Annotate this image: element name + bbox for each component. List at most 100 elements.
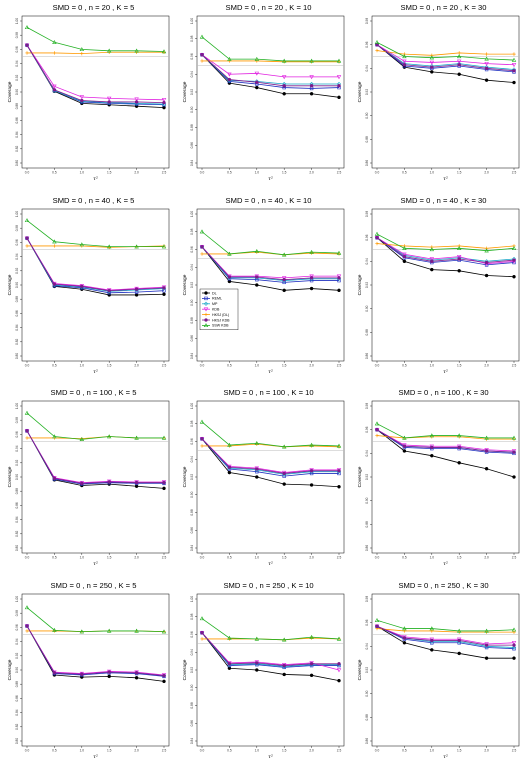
point-kdb	[336, 75, 342, 80]
x-tick-label: 2.5	[162, 171, 167, 175]
series-line-ssw-kdb	[376, 423, 514, 439]
point-hksj-kdb	[227, 275, 232, 279]
point-ssw-kdb	[106, 244, 112, 249]
point-ssw-kdb	[24, 410, 30, 415]
x-tick-label: 2.0	[309, 749, 314, 753]
point-hksj-kdb	[512, 68, 516, 73]
point-kdb	[79, 95, 85, 100]
point-kdb	[134, 97, 139, 102]
y-tick-label: 0.98	[190, 420, 194, 426]
point-dl	[512, 274, 516, 279]
point-ssw-kdb	[484, 56, 489, 61]
series-line-kdb	[376, 429, 515, 452]
series-line-ssw-kdb	[376, 233, 515, 252]
point-dl	[282, 482, 286, 486]
point-hksj-kdb	[255, 275, 259, 279]
point-ssw-kdb	[254, 56, 260, 61]
x-tick-label: 2.0	[309, 171, 314, 175]
y-tick-label: 0.96	[190, 631, 194, 637]
point-ssw-kdb	[402, 54, 407, 59]
series-line-mp	[26, 625, 165, 677]
point-hksj-kdb	[25, 429, 29, 433]
point-hksj-kdb	[52, 476, 57, 481]
y-tick-label: 0.98	[15, 225, 19, 231]
point-hksj-kdb	[255, 467, 259, 471]
series-line-hksj-dl	[376, 50, 514, 56]
series-line-mp	[26, 430, 164, 484]
y-tick-label: 0.92	[365, 89, 369, 95]
point-dl	[282, 672, 286, 677]
point-ssw-kdb	[456, 245, 462, 250]
point-ssw-kdb	[52, 39, 57, 44]
y-tick-label: 0.96	[190, 246, 194, 252]
y-tick-label: 0.90	[365, 112, 369, 118]
point-dl	[134, 676, 139, 680]
y-axis-label: Coverage	[7, 659, 13, 680]
point-hksj-kdb	[457, 638, 461, 643]
y-tick-label: 0.98	[365, 18, 369, 24]
y-axis-label: Coverage	[182, 466, 188, 487]
point-ssw-kdb	[281, 58, 287, 63]
x-tick-label: 2.0	[484, 556, 489, 560]
y-tick-label: 0.98	[365, 403, 369, 409]
y-tick-label: 0.94	[15, 60, 19, 66]
y-tick-label: 0.90	[190, 106, 194, 112]
panel-12: SMD = 0 , n = 250 , K = 30 0.86 0.88 0.90 0.…	[357, 581, 520, 760]
panel-title: SMD = 0 , n = 100 , K = 30	[398, 388, 488, 397]
point-hksj-kdb	[107, 100, 111, 104]
point-ssw-kdb	[161, 629, 167, 634]
x-tick-label: 1.5	[282, 556, 287, 560]
legend-marker-mp	[203, 301, 209, 306]
legend-label-hksj-dl: HKSJ (DL)	[212, 313, 229, 317]
x-tick-label: 2.5	[162, 749, 167, 753]
y-tick-label: 1.00	[190, 403, 194, 409]
point-ssw-kdb	[429, 55, 435, 60]
point-ssw-kdb	[336, 443, 342, 448]
point-ssw-kdb	[429, 626, 435, 631]
series-line-ssw-kdb	[26, 607, 165, 633]
series-line-dl	[26, 625, 165, 682]
series-line-ssw-kdb	[376, 41, 515, 61]
point-dl	[309, 673, 314, 678]
x-tick-label: 0.0	[200, 749, 205, 753]
point-ssw-kdb	[374, 231, 380, 236]
point-ssw-kdb	[79, 242, 85, 247]
point-dl	[512, 656, 516, 660]
x-tick-label: 0.5	[227, 556, 232, 560]
point-hksj-dl	[200, 252, 204, 256]
x-tick-label: 0.0	[200, 171, 205, 175]
point-ssw-kdb	[309, 442, 314, 447]
x-axis-label: τ²	[443, 561, 448, 567]
y-tick-label: 0.82	[15, 723, 19, 729]
point-dl	[162, 486, 166, 491]
point-dl	[227, 470, 232, 475]
x-tick-label: 1.5	[107, 556, 112, 560]
point-hksj-kdb	[484, 66, 489, 71]
y-tick-label: 0.92	[15, 74, 19, 80]
plot-frame	[371, 15, 520, 169]
point-kdb	[429, 60, 435, 65]
point-ssw-kdb	[254, 440, 260, 445]
point-hksj-kdb	[484, 449, 489, 453]
y-tick-label: 0.86	[365, 738, 369, 744]
x-tick-label: 2.5	[337, 749, 342, 753]
y-tick-label: 0.86	[365, 353, 369, 359]
point-ssw-kdb	[199, 616, 205, 621]
series-line-ssw-kdb	[201, 618, 340, 641]
point-ssw-kdb	[511, 627, 517, 632]
y-axis-label: Coverage	[182, 659, 188, 680]
y-tick-label: 0.96	[15, 624, 19, 630]
y-tick-label: 0.90	[15, 474, 19, 480]
series-line-mp	[201, 54, 339, 85]
y-tick-label: 1.00	[190, 18, 194, 24]
point-hksj-kdb	[402, 444, 407, 448]
y-tick-label: 0.84	[15, 516, 19, 522]
plot-frame	[21, 15, 170, 169]
point-dl	[402, 449, 407, 453]
y-tick-label: 0.86	[15, 695, 19, 701]
point-kdb	[336, 274, 342, 279]
legend-label-dl: DL	[212, 291, 217, 295]
y-tick-label: 0.98	[15, 417, 19, 423]
y-tick-label: 0.92	[365, 667, 369, 673]
series-line-ssw-kdb	[201, 231, 340, 256]
